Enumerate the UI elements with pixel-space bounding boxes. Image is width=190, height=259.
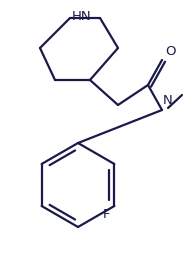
Text: O: O — [165, 45, 176, 58]
Text: N: N — [163, 94, 173, 107]
Text: F: F — [103, 208, 110, 221]
Text: HN: HN — [72, 10, 92, 23]
